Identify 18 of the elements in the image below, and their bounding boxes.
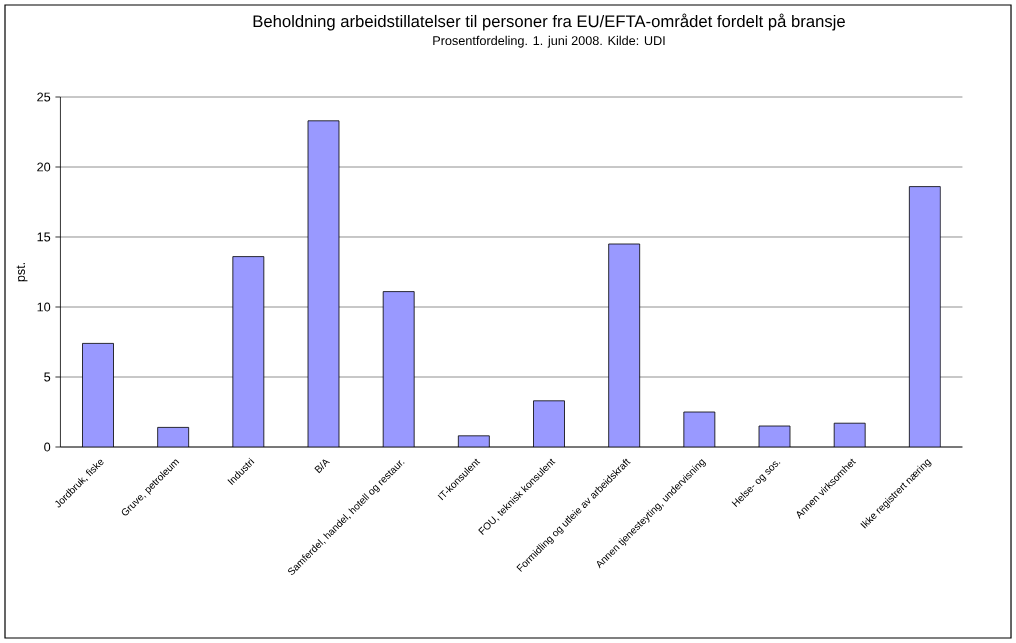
y-tick-label: 15 bbox=[37, 232, 51, 242]
bar bbox=[533, 400, 565, 447]
chart-subtitle: Prosentfordeling. 1. juni 2008. Kilde: UDI bbox=[433, 35, 665, 48]
x-tick-label: B/A bbox=[314, 459, 331, 474]
bar bbox=[608, 244, 640, 447]
y-tick-label: 0 bbox=[44, 442, 51, 452]
bar bbox=[82, 343, 114, 447]
bar bbox=[308, 120, 340, 447]
y-tick-label: 20 bbox=[37, 162, 51, 172]
bar bbox=[908, 186, 941, 447]
bar bbox=[683, 412, 715, 447]
chart-title: Beholdning arbeidstillatelser til personer fra EU/EFTA-området fordelt på bransje bbox=[253, 13, 845, 31]
y-tick-label: 25 bbox=[37, 92, 51, 102]
y-tick-label: 10 bbox=[37, 302, 51, 312]
bar bbox=[383, 291, 415, 447]
y-tick-label: 5 bbox=[44, 372, 51, 382]
bar bbox=[232, 256, 264, 447]
y-axis-title: pst. bbox=[16, 262, 28, 282]
